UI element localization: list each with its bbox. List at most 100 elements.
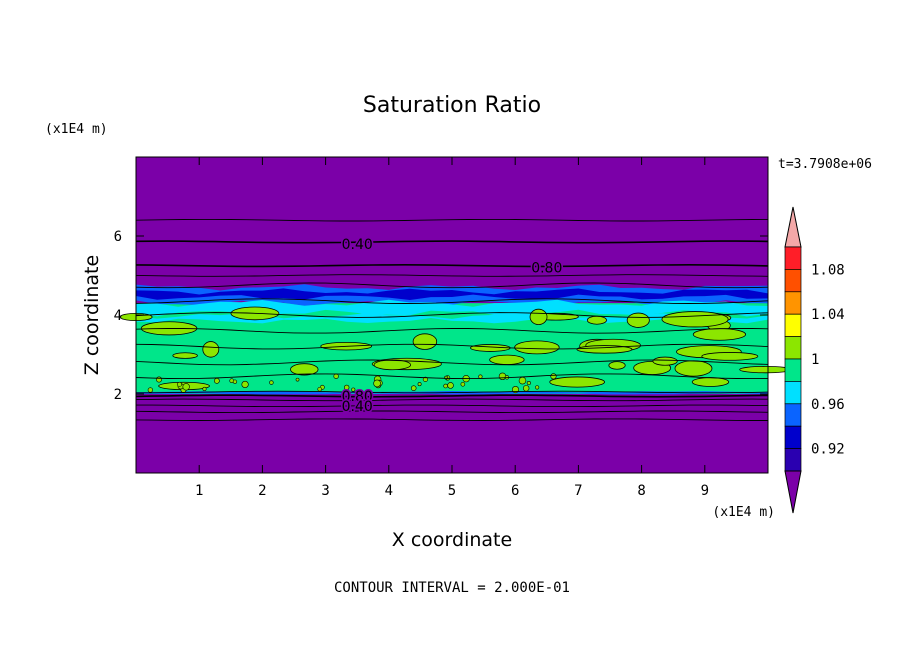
speckle-1-00-to-1-02 (232, 379, 238, 384)
patch-1-00-to-1-02 (692, 328, 747, 341)
y-axis-label: Z coordinate (81, 255, 103, 375)
speckle-1-00-to-1-02 (523, 385, 530, 392)
contour-line (135, 263, 769, 268)
speckle-1-00-to-1-02 (535, 385, 540, 390)
contour-label: 0.40 (342, 399, 373, 415)
speckle-1-00-to-1-02 (417, 382, 422, 387)
colorbar-box (784, 291, 802, 315)
colorbar-arrow-top (784, 206, 802, 248)
patch-1-00-to-1-02 (586, 315, 607, 325)
x-tick-label: 2 (258, 483, 266, 499)
contour-line (135, 274, 769, 277)
contour-interval-footer: CONTOUR INTERVAL = 2.000E-01 (334, 580, 570, 596)
y-tick-label: 2 (114, 387, 122, 403)
y-unit-label: (x1E4 m) (45, 122, 108, 137)
x-tick-label: 1 (195, 483, 203, 499)
patch-1-00-to-1-02 (529, 308, 548, 325)
speckle-1-00-to-1-02 (373, 379, 381, 388)
speckle-1-00-to-1-02 (526, 380, 531, 386)
colorbar-box (784, 403, 802, 427)
contour-line (135, 312, 769, 318)
x-tick-label: 9 (701, 483, 709, 499)
contour-line (135, 410, 769, 414)
x-axis-label: X coordinate (392, 529, 512, 551)
contour-line (135, 394, 769, 398)
colorbar-box (784, 448, 802, 472)
speckle-1-00-to-1-02 (351, 387, 356, 392)
speckle-1-00-to-1-02 (177, 381, 182, 387)
time-label: t=3.7908e+06 (778, 157, 872, 172)
patch-1-00-to-1-02 (373, 359, 412, 371)
speckle-1-00-to-1-02 (317, 386, 322, 392)
chart-title: Saturation Ratio (363, 93, 541, 118)
contour-line (135, 343, 769, 350)
colorbar-tick-label: 0.92 (811, 442, 845, 458)
contour-line (135, 218, 769, 222)
speckle-1-00-to-1-02 (518, 376, 527, 385)
contour-line (136, 404, 769, 408)
speckle-1-00-to-1-02 (460, 381, 466, 387)
contour-label: 0.80 (531, 261, 562, 277)
patch-1-00-to-1-02 (691, 377, 730, 387)
colorbar-box (784, 313, 802, 337)
plot-area: 0.400.800.800.40 (119, 156, 792, 474)
contour-line (135, 240, 769, 244)
speckle-1-00-to-1-02 (214, 378, 220, 384)
colorbar-tick-label: 1.08 (811, 262, 845, 278)
patch-1-00-to-1-02 (739, 365, 792, 374)
speckle-1-00-to-1-02 (447, 382, 454, 389)
contour-label: 0.40 (342, 237, 373, 253)
contour-line (135, 282, 769, 289)
speckle-1-00-to-1-02 (478, 374, 483, 379)
patch-1-00-to-1-02 (652, 356, 678, 366)
contour-line (135, 298, 769, 304)
color-bands (119, 284, 792, 395)
colorbar-box (784, 269, 802, 293)
x-tick-label: 8 (637, 483, 645, 499)
colorbar-box (784, 381, 802, 405)
x-tick-label: 6 (511, 483, 519, 499)
speckle-1-00-to-1-02 (182, 383, 190, 391)
contour-line (136, 390, 769, 394)
speckle-1-00-to-1-02 (155, 376, 162, 383)
band-0-96-to-0-98-lower (136, 312, 768, 324)
speckle-1-00-to-1-02 (343, 384, 350, 391)
contour-line (135, 373, 769, 380)
contour-line (135, 359, 769, 366)
band-0-96-to-0-98 (136, 299, 768, 317)
x-tick-label: 3 (321, 483, 329, 499)
colorbar-tick-label: 0.96 (811, 397, 845, 413)
patch-1-00-to-1-02 (290, 363, 319, 376)
x-tick-label: 4 (385, 483, 393, 499)
patch-1-00-to-1-02 (661, 311, 729, 328)
colorbar-arrow-bottom (784, 470, 802, 514)
speckle-1-00-to-1-02 (333, 373, 339, 379)
contour-labels: 0.400.800.800.40 (340, 235, 564, 416)
speckle-1-00-to-1-02 (202, 386, 207, 391)
colorbar-box (784, 246, 802, 270)
patch-1-00-to-1-02 (489, 354, 525, 365)
colorbar-box (784, 336, 802, 360)
speckle-1-00-to-1-02 (498, 372, 507, 381)
y-tick-label: 6 (114, 229, 122, 245)
patch-1-00-to-1-02 (674, 360, 713, 377)
band-0-92-to-0-94 (136, 288, 768, 300)
contour-line (135, 327, 769, 334)
x-tick-label: 7 (574, 483, 582, 499)
speckle-1-00-to-1-02 (269, 380, 274, 385)
colorbar-tick-label: 1.04 (811, 307, 845, 323)
colorbar-box (784, 358, 802, 382)
patch-1-00-to-1-02 (549, 376, 605, 388)
x-tick-label: 5 (448, 483, 456, 499)
y-axis-ticks: 2 4 6 (114, 229, 768, 403)
speckle-1-00-to-1-02 (422, 376, 429, 382)
colorbar-box (784, 425, 802, 449)
speckle-1-00-to-1-02 (241, 380, 249, 389)
speckle-1-00-to-1-02 (410, 385, 417, 391)
y-tick-label: 4 (114, 308, 122, 324)
x-unit-label: (x1E4 m) (712, 505, 775, 520)
colorbar: 0.92 0.96 1 1.04 1.08 (784, 206, 845, 514)
patch-1-00-to-1-02 (608, 361, 626, 370)
patch-1-00-to-1-02 (412, 333, 438, 350)
